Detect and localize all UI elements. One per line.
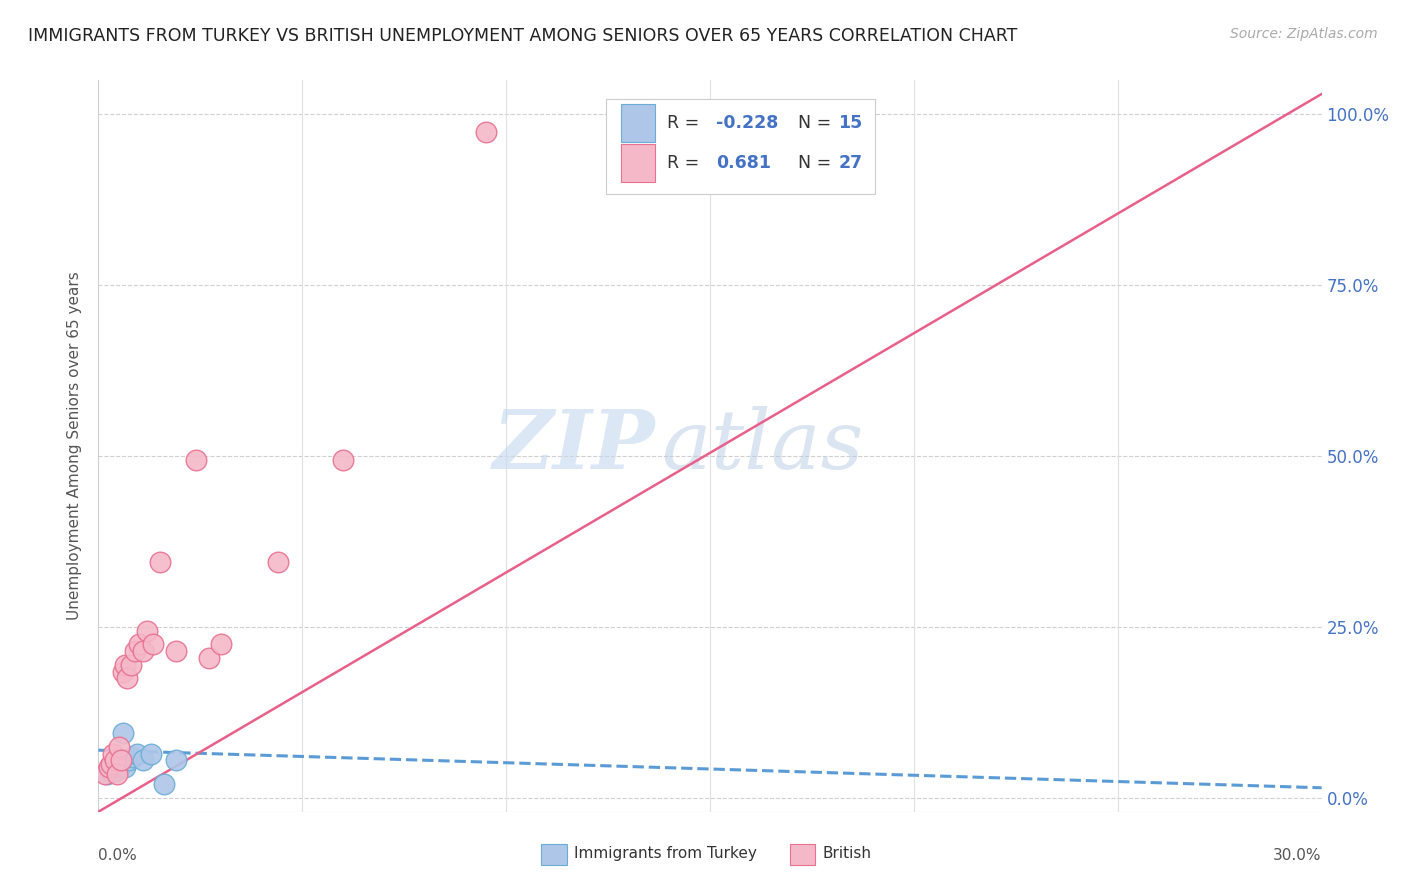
Point [128,637,150,651]
Point [108,760,131,774]
Point [97,760,120,774]
Point [96,767,118,781]
Point [267,555,290,569]
Point [142,637,165,651]
Point [104,764,127,778]
FancyBboxPatch shape [620,144,655,182]
Y-axis label: Unemployment Among Seniors over 65 years: Unemployment Among Seniors over 65 years [67,272,83,620]
FancyBboxPatch shape [606,99,875,194]
Point [165,754,187,768]
Point [104,754,127,768]
Point [759,128,782,142]
Text: N =: N = [787,154,837,172]
Text: 27: 27 [838,154,863,172]
Point [141,747,163,761]
Text: 0.0%: 0.0% [98,848,138,863]
Text: R =: R = [668,154,704,172]
Point [110,756,132,771]
Point [197,651,219,665]
Point [105,767,128,781]
Text: R =: R = [668,114,704,132]
Text: -0.228: -0.228 [716,114,779,132]
Point [101,747,124,761]
Point [152,777,174,791]
Text: IMMIGRANTS FROM TURKEY VS BRITISH UNEMPLOYMENT AMONG SENIORS OVER 65 YEARS CORRE: IMMIGRANTS FROM TURKEY VS BRITISH UNEMPL… [28,27,1018,45]
Text: 15: 15 [838,114,863,132]
Text: Source: ZipAtlas.com: Source: ZipAtlas.com [1230,27,1378,41]
Point [127,747,149,761]
Point [136,624,159,638]
Text: Immigrants from Turkey: Immigrants from Turkey [574,847,756,861]
Point [114,760,136,774]
Point [100,756,122,771]
Point [186,452,208,467]
Point [132,754,155,768]
FancyBboxPatch shape [620,104,655,143]
Text: 0.681: 0.681 [716,154,770,172]
Point [332,452,354,467]
Point [209,637,232,651]
Point [108,739,131,754]
Point [118,754,141,768]
Point [115,672,138,686]
Point [132,644,155,658]
Point [122,750,145,764]
Point [110,754,132,768]
Text: atlas: atlas [661,406,863,486]
Point [100,764,122,778]
Point [124,644,146,658]
Point [111,665,134,679]
Text: 30.0%: 30.0% [1274,848,1322,863]
Text: British: British [823,847,872,861]
Point [101,760,124,774]
Point [638,107,661,121]
Text: N =: N = [787,114,837,132]
Point [114,657,136,672]
Point [93,767,115,781]
Point [105,756,128,771]
Point [149,555,172,569]
Point [165,644,187,658]
Point [474,124,498,138]
Point [111,726,134,740]
Text: ZIP: ZIP [492,406,655,486]
Point [120,657,142,672]
